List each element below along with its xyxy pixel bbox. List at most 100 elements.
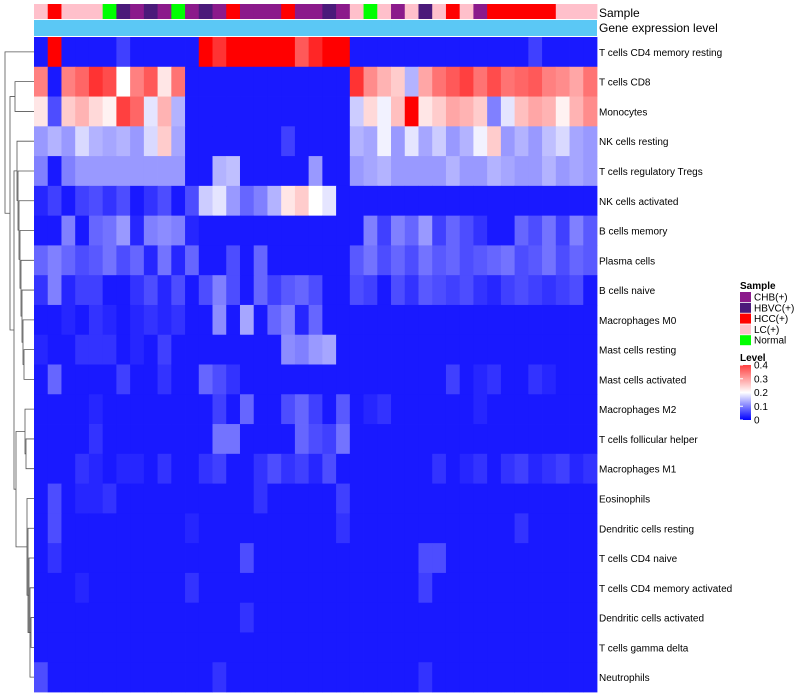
heatmap-cell — [569, 632, 584, 663]
heatmap-cell — [542, 424, 557, 455]
sample-annotation-cell — [418, 4, 433, 19]
heatmap-cell — [308, 632, 323, 663]
heatmap-cell — [404, 662, 419, 693]
heatmap-cell — [239, 543, 255, 574]
row-label: Macrophages M1 — [599, 465, 677, 476]
heatmap-cell — [143, 304, 158, 336]
heatmap-cell — [336, 483, 351, 514]
heatmap-cell — [171, 334, 186, 365]
heatmap-cell — [281, 156, 296, 187]
heatmap-cell — [377, 364, 392, 395]
heatmap-cell — [391, 334, 406, 365]
heatmap-cell — [130, 37, 145, 68]
heatmap-cell — [445, 543, 461, 574]
heatmap-cell — [404, 334, 419, 365]
heatmap-cell — [226, 453, 241, 484]
heatmap-cell — [349, 304, 364, 336]
heatmap-cell — [267, 37, 282, 68]
heatmap-cell — [377, 245, 392, 276]
heatmap-cell — [569, 334, 584, 365]
heatmap-cell — [198, 156, 213, 187]
sample-annotation-cell — [61, 4, 76, 19]
heatmap-cell — [143, 632, 158, 663]
heatmap-cell — [47, 513, 62, 544]
heatmap-cell — [542, 572, 557, 604]
heatmap-cell — [75, 215, 90, 246]
heatmap-cell — [34, 185, 49, 217]
heatmap-cell — [143, 185, 158, 217]
heatmap-cell — [116, 37, 131, 68]
heatmap-cell — [445, 66, 461, 97]
heatmap-cell — [294, 126, 310, 157]
heatmap-cell — [198, 245, 213, 276]
heatmap-cell — [308, 394, 323, 425]
heatmap-cell — [130, 66, 145, 97]
heatmap-cell — [253, 96, 268, 127]
heatmap-cell — [157, 66, 172, 97]
heatmap-cell — [583, 453, 598, 484]
heatmap-cell — [363, 543, 378, 574]
row-label: Dendritic cells resting — [599, 524, 694, 535]
heatmap-cell — [487, 453, 502, 484]
heatmap-cell — [157, 215, 172, 246]
heatmap-cell — [88, 602, 104, 633]
heatmap-cell — [391, 572, 406, 604]
heatmap-cell — [34, 513, 49, 544]
heatmap-cell — [157, 185, 172, 217]
sample-annotation-cell — [75, 4, 90, 19]
sample-annotation-cell — [391, 4, 406, 19]
heatmap-cell — [528, 304, 543, 336]
heatmap-cell — [116, 632, 131, 663]
heatmap-cell — [198, 37, 213, 68]
heatmap-cell — [514, 126, 529, 157]
heatmap-cell — [253, 632, 268, 663]
heatmap-cell — [61, 215, 76, 246]
heatmap-cell — [61, 424, 76, 455]
heatmap-cell — [418, 572, 433, 604]
heatmap-cell — [157, 394, 172, 425]
heatmap-cell — [528, 215, 543, 246]
heatmap-cell — [102, 185, 117, 217]
heatmap-cell — [308, 364, 323, 395]
heatmap-cell — [404, 543, 419, 574]
heatmap-cell — [239, 632, 255, 663]
sample-legend-swatch — [740, 292, 751, 302]
heatmap-cell — [555, 304, 570, 336]
heatmap-cell — [116, 215, 131, 246]
sample-annotation-cell — [583, 4, 598, 19]
heatmap-cell — [418, 632, 433, 663]
heatmap-cell — [583, 245, 598, 276]
row-label: T cells follicular helper — [599, 435, 698, 446]
heatmap-cell — [432, 37, 447, 68]
heatmap-cell — [308, 275, 323, 306]
heatmap-cell — [569, 245, 584, 276]
heatmap-cell — [473, 602, 488, 633]
heatmap-cell — [253, 424, 268, 455]
heatmap-cell — [157, 364, 172, 395]
heatmap-cell — [185, 572, 200, 604]
heatmap-cell — [555, 126, 570, 157]
heatmap-cell — [322, 126, 337, 157]
heatmap-cell — [404, 483, 419, 514]
heatmap-cell — [322, 334, 337, 365]
heatmap-cell — [487, 632, 502, 663]
heatmap-cell — [239, 37, 255, 68]
heatmap-cell — [157, 156, 172, 187]
heatmap-cell — [459, 126, 474, 157]
heatmap-cell — [198, 572, 213, 604]
heatmap-cell — [143, 543, 158, 574]
heatmap-cell — [47, 96, 62, 127]
heatmap-cell — [542, 453, 557, 484]
heatmap-cell — [349, 483, 364, 514]
heatmap-cell — [569, 394, 584, 425]
heatmap-cell — [239, 185, 255, 217]
heatmap-cell — [34, 215, 49, 246]
heatmap-cell — [322, 543, 337, 574]
heatmap-cell — [500, 275, 516, 306]
heatmap-cell — [377, 334, 392, 365]
heatmap-cell — [130, 453, 145, 484]
heatmap-cell — [500, 394, 516, 425]
heatmap-cell — [212, 572, 227, 604]
heatmap-cell — [185, 513, 200, 544]
heatmap-cell — [322, 66, 337, 97]
